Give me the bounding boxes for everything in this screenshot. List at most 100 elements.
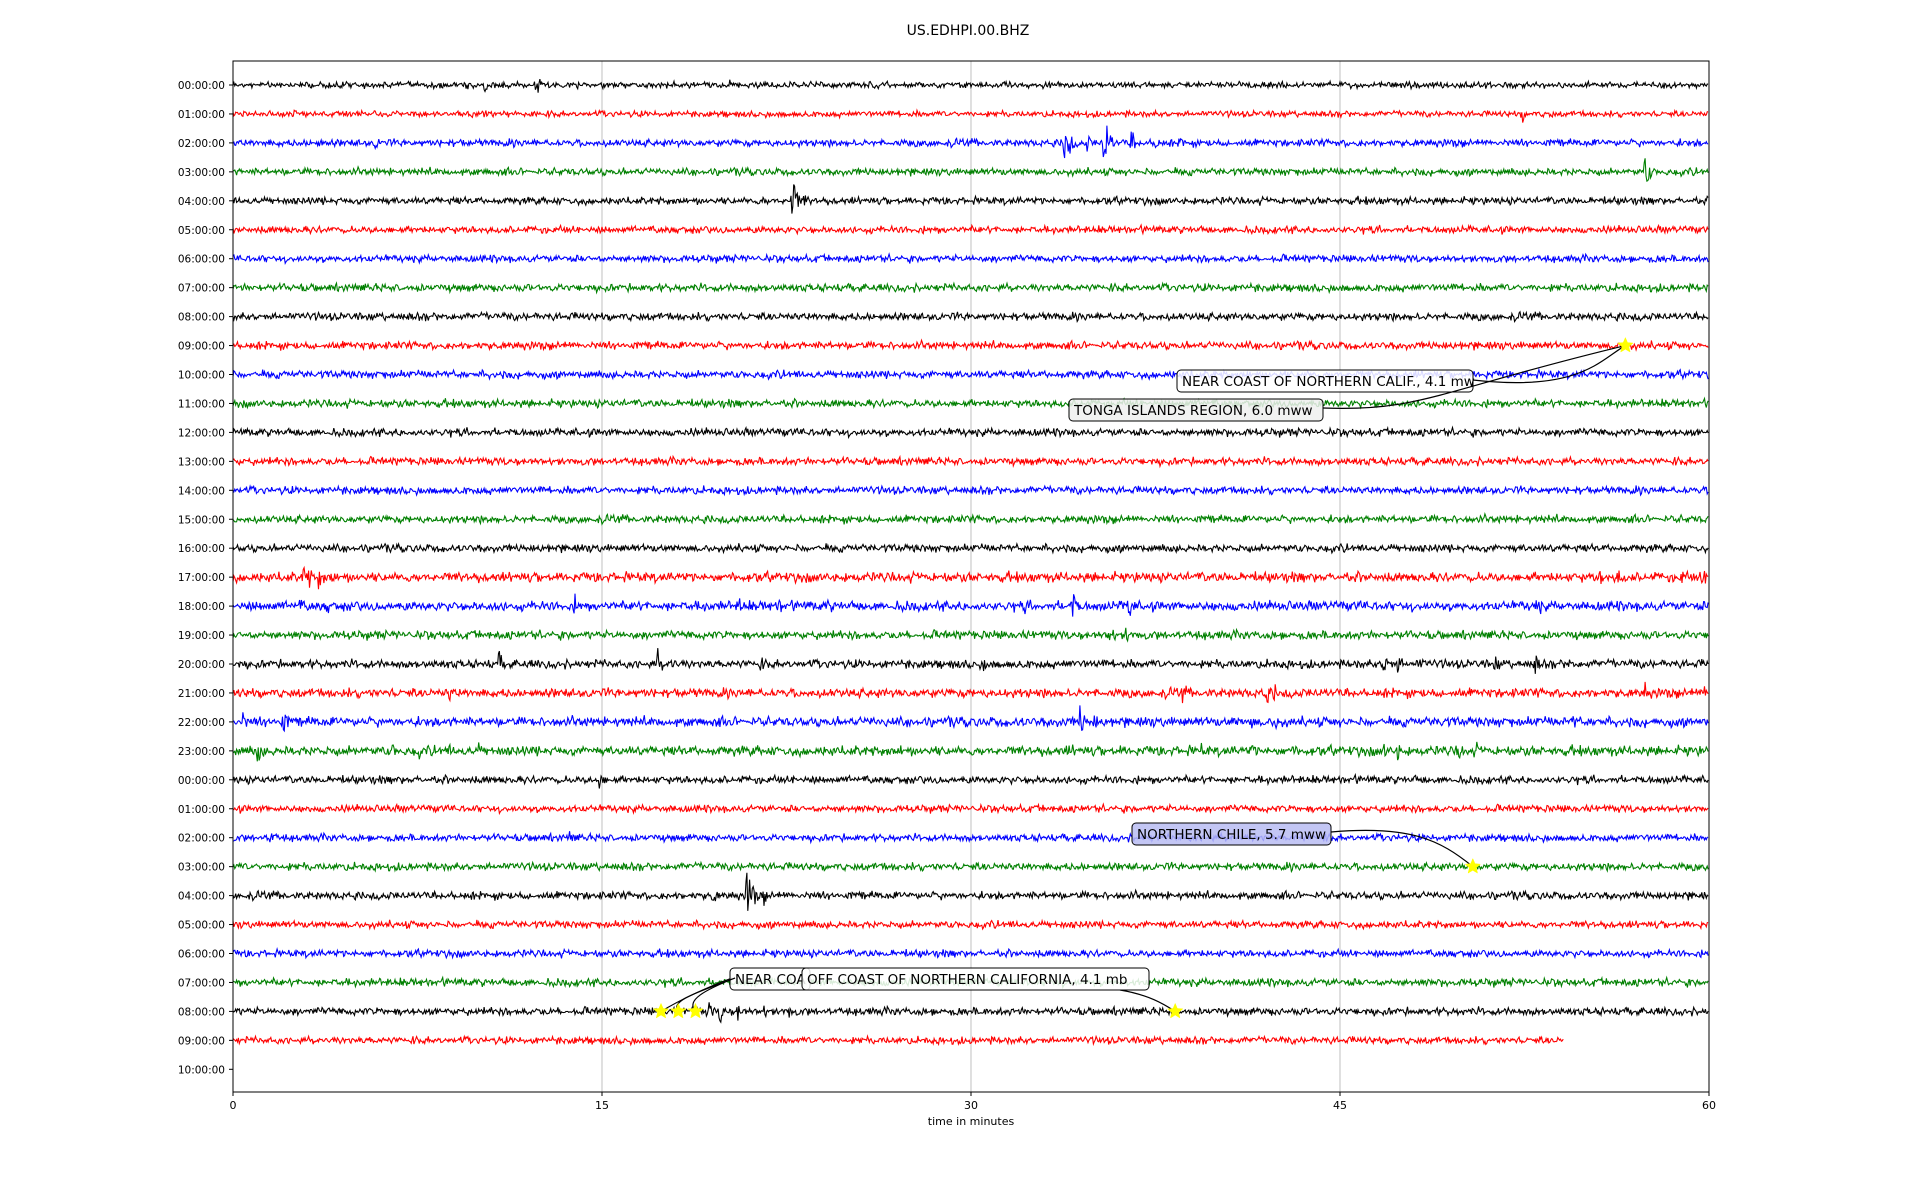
trace-row-16: [232, 542, 1709, 555]
trace-row-19: [232, 627, 1709, 643]
y-tick-label: 14:00:00: [178, 485, 225, 497]
event-star-marker: [1617, 336, 1634, 353]
y-tick-label: 10:00:00: [178, 1064, 225, 1076]
y-tick-label: 05:00:00: [178, 225, 225, 237]
event-markers: [652, 336, 1634, 1019]
trace-row-3: [232, 158, 1709, 182]
trace-row-6: [232, 252, 1709, 266]
y-tick-label: 03:00:00: [178, 167, 225, 179]
event-star-marker: [1464, 857, 1482, 874]
y-tick-label: 01:00:00: [178, 109, 225, 121]
y-tick-label: 18:00:00: [178, 601, 225, 613]
annotations: NEAR COAST OF NORTHERN CALIF., 4.1 mw TON…: [660, 344, 1626, 1012]
y-tick-label: 12:00:00: [178, 427, 225, 439]
annotation-label: NEAR COAST OF NORTHERN CALIF., 4.1 mw: [1182, 374, 1475, 390]
annotation-box: [1176, 369, 1474, 393]
trace-row-13: [232, 454, 1709, 469]
annotation-label: NEAR COA: [735, 972, 806, 988]
x-tick-label: 60: [1702, 1099, 1716, 1112]
trace-row-12: [232, 425, 1709, 440]
trace-row-2: [232, 125, 1709, 159]
trace-row-28: [232, 872, 1709, 911]
y-tick-label: 08:00:00: [178, 312, 225, 324]
trace-row-29: [232, 918, 1709, 931]
y-tick-label: 11:00:00: [178, 398, 225, 410]
trace-row-7: [232, 281, 1709, 295]
trace-row-20: [232, 648, 1709, 674]
trace-series: [232, 78, 1709, 1047]
y-tick-label: 09:00:00: [178, 1035, 225, 1047]
trace-row-32: [232, 1002, 1709, 1024]
event-star-marker: [1166, 1002, 1184, 1019]
trace-row-15: [232, 512, 1709, 526]
trace-row-25: [232, 802, 1709, 816]
y-tick-label: 07:00:00: [178, 977, 225, 989]
event-star-marker: [652, 1002, 670, 1019]
x-axis-ticks: 0 15 30 45 60: [230, 1092, 1716, 1112]
trace-row-4: [232, 184, 1709, 214]
y-tick-label: 10:00:00: [178, 370, 225, 382]
trace-row-8: [232, 310, 1709, 323]
annotation-connector: [1330, 829, 1474, 868]
y-tick-label: 04:00:00: [178, 891, 225, 903]
trace-row-0: [232, 78, 1709, 93]
trace-row-9: [232, 338, 1709, 352]
trace-row-23: [232, 741, 1709, 762]
annotation-box: [1131, 822, 1332, 846]
trace-row-33: [232, 1034, 1564, 1047]
annotation-connector: [1472, 345, 1626, 384]
y-tick-label: 22:00:00: [178, 717, 225, 729]
y-tick-label: 09:00:00: [178, 341, 225, 353]
y-tick-label: 07:00:00: [178, 283, 225, 295]
annotation-label: TONGA ISLANDS REGION, 6.0 mww: [1073, 403, 1313, 419]
trace-row-1: [232, 108, 1709, 123]
y-tick-label: 06:00:00: [178, 254, 225, 266]
y-tick-label: 17:00:00: [178, 572, 225, 584]
trace-row-17: [232, 565, 1709, 590]
y-tick-label: 23:00:00: [178, 746, 225, 758]
y-tick-label: 01:00:00: [178, 804, 225, 816]
annotation-box: [1068, 398, 1324, 422]
y-tick-label: 21:00:00: [178, 688, 225, 700]
trace-row-24: [232, 772, 1709, 789]
y-tick-label: 13:00:00: [178, 456, 225, 468]
trace-row-5: [232, 223, 1709, 236]
trace-row-18: [232, 593, 1709, 617]
annotation-connector: [1322, 344, 1626, 410]
y-axis-ticks: 00:00:00 01:00:00 02:00:00 03:00:00 04:00:00…: [178, 80, 233, 1076]
y-tick-label: 15:00:00: [178, 514, 225, 526]
annotation-connector: [1119, 989, 1176, 1012]
trace-row-26: [232, 831, 1709, 845]
y-tick-label: 02:00:00: [178, 138, 225, 150]
y-tick-label: 04:00:00: [178, 196, 225, 208]
y-tick-label: 03:00:00: [178, 862, 225, 874]
y-tick-label: 20:00:00: [178, 659, 225, 671]
y-tick-label: 06:00:00: [178, 949, 225, 961]
trace-row-21: [232, 681, 1709, 704]
x-tick-label: 45: [1333, 1099, 1347, 1112]
y-tick-label: 08:00:00: [178, 1006, 225, 1018]
event-star-marker: [687, 1002, 704, 1019]
trace-row-27: [232, 860, 1709, 874]
y-tick-label: 16:00:00: [178, 543, 225, 555]
trace-row-30: [232, 947, 1709, 960]
event-star-marker: [670, 1002, 687, 1019]
y-tick-label: 00:00:00: [178, 775, 225, 787]
x-tick-label: 0: [230, 1099, 237, 1112]
x-axis-label: time in minutes: [928, 1115, 1015, 1128]
trace-row-14: [232, 484, 1709, 497]
annotation-label: NORTHERN CHILE, 5.7 mww: [1137, 827, 1326, 843]
y-tick-label: 00:00:00: [178, 80, 225, 92]
trace-row-10: [232, 367, 1709, 381]
annotation-box: [801, 967, 1150, 991]
annotation-label: OFF COAST OF NORTHERN CALIFORNIA, 4.1 mb: [807, 972, 1127, 988]
y-tick-label: 19:00:00: [178, 630, 225, 642]
x-tick-label: 15: [595, 1099, 609, 1112]
chart-title: US.EDHPI.00.BHZ: [907, 23, 1030, 39]
x-tick-label: 30: [964, 1099, 978, 1112]
y-tick-label: 02:00:00: [178, 833, 225, 845]
y-tick-label: 05:00:00: [178, 920, 225, 932]
trace-row-22: [232, 705, 1709, 733]
trace-row-11: [232, 396, 1709, 410]
